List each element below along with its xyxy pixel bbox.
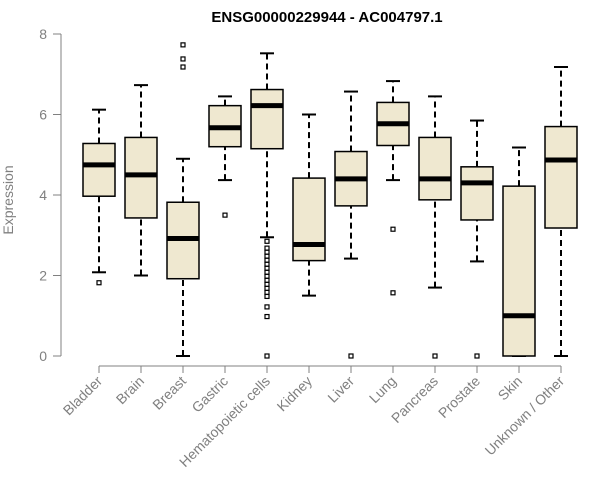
y-tick-label: 2 <box>39 268 47 284</box>
outlier-point <box>264 289 270 296</box>
outlier-point <box>264 261 270 267</box>
outlier-point <box>474 353 480 359</box>
iqr-box <box>502 185 536 357</box>
outlier-point <box>264 273 270 279</box>
outlier-point <box>222 212 228 218</box>
x-tick-label: Skin <box>495 373 526 404</box>
iqr-box <box>544 125 578 229</box>
outlier-point <box>264 238 270 244</box>
box-group <box>166 42 200 357</box>
outlier-point <box>264 257 270 263</box>
y-tick-label: 8 <box>39 26 47 42</box>
outlier-point <box>264 265 270 271</box>
y-tick-label: 4 <box>39 187 47 203</box>
iqr-box <box>82 142 116 197</box>
x-tick-label: Breast <box>149 373 189 413</box>
box-group <box>292 113 326 297</box>
box-group <box>460 119 494 359</box>
outlier-point <box>264 269 270 275</box>
box-series <box>82 42 578 359</box>
outlier-point <box>264 249 270 255</box>
outlier-point <box>264 245 270 251</box>
y-axis-label: Expression <box>0 165 16 234</box>
outlier-point <box>264 293 270 300</box>
outlier-point <box>264 304 270 310</box>
x-tick-label: Pancreas <box>388 373 441 426</box>
outlier-point <box>180 42 186 48</box>
x-tick-label: Brain <box>113 373 147 407</box>
outlier-point <box>264 281 270 287</box>
iqr-box <box>418 136 452 201</box>
y-tick-label: 0 <box>39 348 47 364</box>
outlier-point <box>264 253 270 259</box>
box-group <box>208 95 242 218</box>
iqr-box <box>460 166 494 221</box>
box-group <box>544 66 578 357</box>
outlier-point <box>264 277 270 283</box>
box-group <box>502 146 536 357</box>
iqr-box <box>124 136 158 219</box>
outlier-point <box>390 290 396 296</box>
outlier-point <box>180 56 186 62</box>
box-group <box>334 90 368 359</box>
outlier-point <box>390 226 396 232</box>
outlier-point <box>264 285 270 291</box>
box-group <box>250 52 284 359</box>
x-tick-label: Bladder <box>60 373 106 419</box>
y-tick-label: 6 <box>39 107 47 123</box>
box-group <box>418 95 452 359</box>
chart-title: ENSG00000229944 - AC004797.1 <box>211 9 442 26</box>
outlier-point <box>96 280 102 286</box>
outlier-point <box>348 353 354 359</box>
outlier-point <box>264 313 270 320</box>
x-tick-label: Unknown / Other <box>482 373 568 459</box>
box-group <box>82 108 116 286</box>
outlier-point <box>180 64 186 70</box>
y-axis: 0 2 4 6 8 <box>39 26 62 364</box>
x-tick-label: Liver <box>324 373 357 406</box>
iqr-box <box>250 88 284 150</box>
box-group <box>124 84 158 277</box>
x-tick-label: Kidney <box>274 373 316 415</box>
outlier-point <box>264 353 270 359</box>
outlier-point <box>432 353 438 359</box>
x-tick-label: Prostate <box>435 373 483 421</box>
x-tick-label: Lung <box>366 373 399 406</box>
box-group <box>376 80 410 296</box>
iqr-box <box>292 177 326 262</box>
